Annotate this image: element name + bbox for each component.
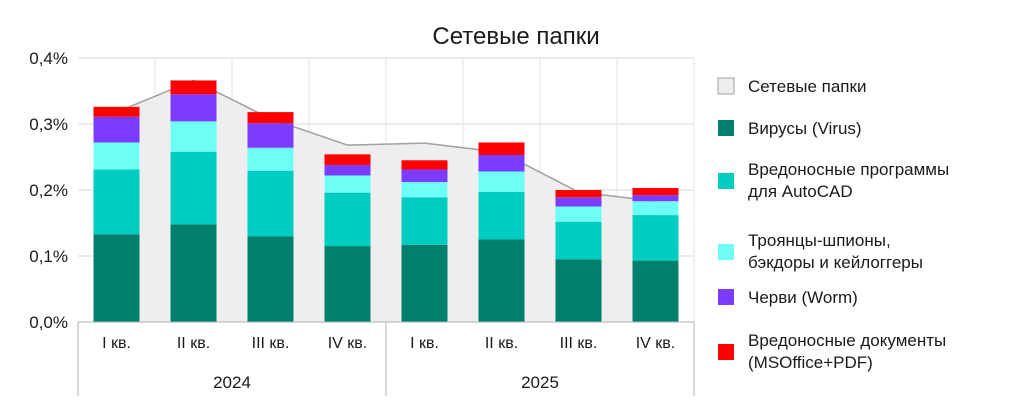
bar-segment [247,112,294,124]
bar-segment [478,155,525,172]
bar-segment [555,206,602,222]
bar-segment [93,169,140,235]
group-label: 2025 [521,373,559,392]
bar-segment [170,121,217,152]
bar-segment [324,192,371,247]
x-tick-label: IV кв. [636,335,676,352]
bar-segment [93,116,140,143]
bar-segment [555,190,602,198]
y-tick-label: 0,3% [29,115,68,134]
y-tick-label: 0,2% [29,181,68,200]
legend-label: Вредоносные программы для AutoCAD [748,160,949,201]
legend-swatch [718,344,734,360]
x-tick-label: II кв. [177,335,210,352]
bar-segment [247,147,294,171]
bars [93,80,679,322]
legend-swatch [718,244,734,260]
bar-segment [632,195,679,202]
legend-swatch [718,120,734,136]
bar-segment [632,201,679,216]
bar-segment [401,182,448,198]
bar-segment [324,164,371,176]
bar-segment [401,160,448,170]
bar-segment [324,246,371,322]
bar-segment [93,234,140,322]
bar-segment [324,154,371,165]
bar-segment [632,260,679,322]
legend-label: Вредоносные документы (MSOffice+PDF) [748,331,946,372]
legend: Сетевые папки Вирусы (Virus) Вредоносные п… [717,77,949,372]
bar-segment [478,171,525,192]
bar-segment [478,191,525,240]
legend-swatch [718,173,734,189]
bar-segment [555,221,602,260]
bar-segment [170,80,217,95]
y-tick-label: 0,1% [29,247,68,266]
bar-segment [247,236,294,322]
x-tick-label: III кв. [560,335,598,352]
y-tick-label: 0,0% [29,313,68,332]
bar-segment [555,197,602,207]
bar-segment [247,123,294,148]
x-tick-label: II кв. [485,335,518,352]
bar-segment [324,175,371,193]
chart-title: Сетевые папки [432,23,599,50]
bar-segment [632,188,679,196]
bar-segment [401,244,448,322]
bar-segment [170,151,217,225]
bar-segment [401,169,448,183]
bar-segment [247,170,294,237]
bar-segment [401,197,448,245]
axes: 0,0% 0,1% 0,2% 0,3% 0,4% I кв. II кв. III кв. IV… [29,49,695,396]
bar-segment [555,259,602,322]
y-tick-label: 0,4% [29,49,68,68]
bar-segment [478,239,525,322]
bar-segment [632,215,679,261]
bar-segment [170,94,217,122]
legend-label: Троянцы-шпионы, бэкдоры и кейлоггеры [748,231,923,272]
legend-label: Вирусы (Virus) [748,119,862,138]
x-tick-label: IV кв. [328,335,368,352]
legend-swatch [718,289,734,305]
bar-segment [93,106,140,117]
bar-segment [93,142,140,170]
x-tick-label: III кв. [252,335,290,352]
x-tick-label: I кв. [102,335,131,352]
group-label: 2024 [213,373,251,392]
x-tick-label: I кв. [410,335,439,352]
legend-swatch [717,77,735,95]
legend-label: Черви (Worm) [748,288,858,307]
legend-label: Сетевые папки [748,77,866,96]
bar-segment [478,142,525,156]
bar-segment [170,224,217,322]
